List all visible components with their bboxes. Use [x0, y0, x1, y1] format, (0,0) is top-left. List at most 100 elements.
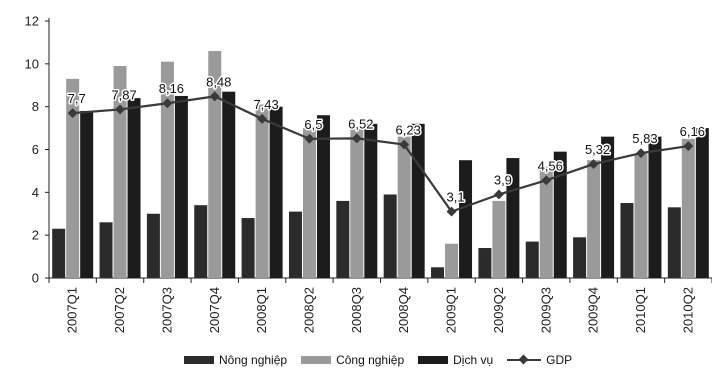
bar-công-nghiệp: [634, 153, 648, 278]
gdp-data-label-halo: 7,43: [253, 97, 278, 112]
x-tick-label: 2009Q2: [491, 287, 506, 333]
bar-nông-nghiệp: [478, 248, 492, 278]
chart-axes: 0 2 4 6 8 10 12 2007Q1 2007Q2 2007Q3 2007Q4 2008Q1 2…: [25, 14, 712, 333]
gdp-data-label-halo: 6,16: [680, 124, 705, 139]
gdp-point: [115, 104, 125, 115]
bar-công-nghiệp: [208, 50, 222, 278]
bar-dịch-vụ: [127, 98, 141, 278]
y-tick-label: 6: [32, 142, 39, 157]
bar-dịch-vụ: [316, 115, 330, 278]
x-tick-label: 2008Q3: [349, 287, 364, 333]
gdp-data-label-halo: 6,52: [348, 116, 373, 131]
gdp-data-label-halo: 3,1: [446, 190, 464, 205]
gdp-data-label: 5,83: [632, 131, 657, 146]
x-tick-label: 2010Q2: [680, 287, 695, 333]
bar-dịch-vụ: [506, 158, 520, 278]
legend-label-nong-nghiep: Nông nghiệp: [219, 353, 288, 367]
bar-nông-nghiệp: [288, 211, 302, 278]
gdp-data-label: 6,23: [396, 123, 421, 138]
bar-công-nghiệp: [255, 104, 269, 279]
legend-item-dich-vu: Dịch vụ: [418, 353, 493, 367]
gdp-data-label: 3,1: [446, 190, 464, 205]
bar-nông-nghiệp: [52, 228, 66, 278]
x-tick-label: 2009Q1: [444, 287, 459, 333]
bar-dịch-vụ: [459, 160, 473, 278]
bar-công-nghiệp: [350, 125, 364, 278]
bar-nông-nghiệp: [99, 222, 113, 278]
bar-nông-nghiệp: [241, 218, 255, 278]
bar-nông-nghiệp: [620, 203, 634, 278]
bar-dịch-vụ: [695, 128, 709, 278]
gdp-point: [683, 141, 694, 152]
x-tick-label: 2009Q4: [586, 287, 601, 333]
bar-công-nghiệp: [445, 243, 459, 278]
y-tick-label: 12: [25, 14, 39, 29]
legend-item-gdp: GDP: [507, 353, 572, 367]
bar-nông-nghiệp: [194, 205, 208, 278]
gdp-data-label-halo: 5,32: [585, 142, 610, 157]
gdp-data-label-halo: 6,23: [396, 123, 421, 138]
gdp-point: [399, 139, 410, 150]
x-tick-label: 2007Q2: [112, 287, 127, 333]
gdp-data-label-halo: 7,87: [111, 87, 136, 102]
bar-công-nghiệp: [681, 138, 695, 278]
gdp-data-label: 3,9: [494, 172, 512, 187]
chart-bars: [52, 50, 709, 279]
gdp-point: [67, 108, 78, 119]
bar-công-nghiệp: [587, 160, 601, 278]
bar-công-nghiệp: [539, 166, 553, 278]
gdp-data-label: 4,56: [538, 158, 563, 173]
gdp-data-label-halo: 8,16: [159, 81, 184, 96]
bar-công-nghiệp: [66, 78, 80, 278]
y-tick-label: 4: [32, 185, 39, 200]
gdp-point: [162, 98, 173, 109]
gdp-data-label-halo: 3,9: [494, 172, 512, 187]
gdp-data-label: 7,43: [253, 97, 278, 112]
gdp-point: [351, 133, 362, 144]
legend-swatch-cong-nghiep: [301, 356, 332, 364]
bar-dịch-vụ: [648, 136, 662, 278]
bar-công-nghiệp: [492, 200, 506, 278]
y-tick-label: 10: [25, 56, 39, 71]
bar-nông-nghiệp: [525, 241, 539, 278]
y-tick-label: 0: [32, 271, 39, 286]
bar-dịch-vụ: [411, 123, 425, 278]
gdp-point: [209, 91, 220, 102]
gdp-line: [72, 95, 689, 213]
legend-swatch-nong-nghiep: [184, 356, 214, 364]
gdp-data-label: 6,5: [304, 117, 322, 132]
bar-dịch-vụ: [553, 151, 567, 278]
legend-swatch-dich-vu: [418, 356, 449, 364]
gdp-data-label: 8,16: [159, 81, 184, 96]
gdp-data-label: 6,16: [680, 124, 705, 139]
bar-nông-nghiệp: [383, 194, 397, 278]
legend-label-gdp: GDP: [546, 353, 573, 367]
x-tick-label: 2007Q3: [159, 287, 174, 333]
gdp-data-label: 7,7: [68, 91, 86, 106]
gdp-line-series: [67, 91, 694, 217]
gdp-point: [304, 133, 315, 144]
gdp-data-label: 5,32: [585, 142, 610, 157]
x-tick-label: 2008Q4: [396, 287, 411, 333]
bar-dịch-vụ: [269, 106, 283, 279]
gdp-data-label-halo: 4,56: [538, 158, 563, 173]
legend-item-nong-nghiep: Nông nghiệp: [184, 353, 287, 367]
gdp-data-label-halo: 7,7: [68, 91, 86, 106]
gdp-data-label: 6,52: [348, 116, 373, 131]
chart-labels: 7,77,7 7,877,87 8,168,16 8,488,487,437,436,…: [66, 73, 706, 206]
y-tick-label: 2: [32, 228, 39, 243]
gdp-data-label-halo: 6,5: [304, 117, 322, 132]
y-tick-label: 8: [32, 99, 39, 114]
bar-dịch-vụ: [80, 110, 94, 278]
bar-dịch-vụ: [364, 123, 378, 278]
bar-dịch-vụ: [174, 95, 188, 278]
gdp-data-label: 8,48: [206, 74, 231, 89]
chart-legend: Nông nghiệp Công nghiệp Dịch vụ GDP: [184, 352, 572, 368]
gdp-data-label-halo: 5,83: [632, 131, 657, 146]
bar-dịch-vụ: [222, 91, 236, 278]
x-tick-label: 2008Q1: [254, 287, 269, 333]
x-tick-label: 2010Q1: [633, 287, 648, 333]
bar-nông-nghiệp: [431, 267, 445, 278]
bar-nông-nghiệp: [667, 207, 681, 278]
legend-item-cong-nghiep: Công nghiệp: [301, 353, 404, 367]
